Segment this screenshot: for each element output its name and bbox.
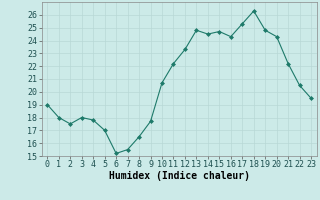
X-axis label: Humidex (Indice chaleur): Humidex (Indice chaleur) <box>109 171 250 181</box>
